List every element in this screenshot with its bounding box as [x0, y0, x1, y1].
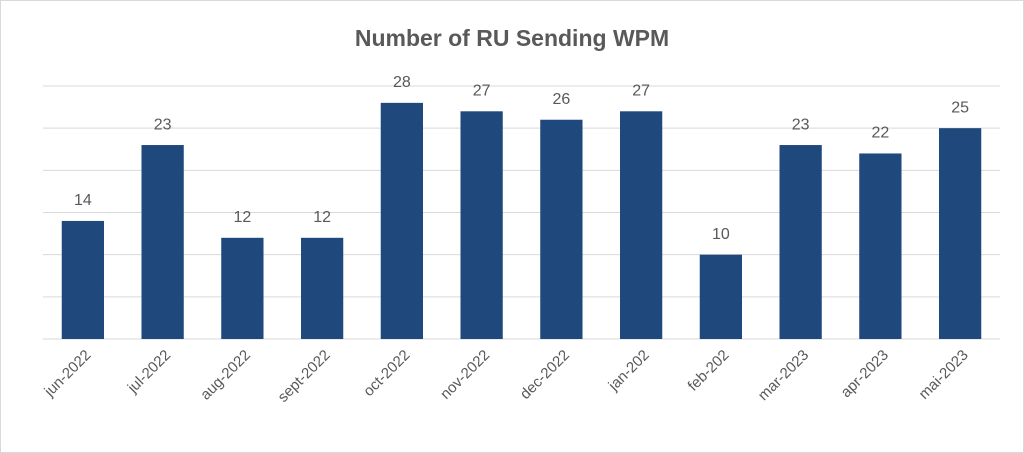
- value-label: 12: [313, 209, 331, 226]
- value-label: 25: [951, 99, 969, 116]
- value-label: 23: [792, 116, 810, 133]
- value-label: 14: [74, 192, 92, 209]
- value-label: 26: [552, 91, 570, 108]
- bar: [380, 102, 424, 339]
- value-label: 12: [233, 209, 251, 226]
- bar: [61, 220, 105, 339]
- value-label: 23: [154, 116, 172, 133]
- bar: [300, 237, 344, 339]
- bar: [221, 237, 264, 339]
- value-label: 28: [393, 74, 411, 91]
- bar: [619, 111, 663, 339]
- bar: [540, 119, 583, 339]
- value-label: 22: [871, 125, 889, 142]
- bar: [141, 145, 184, 339]
- bar: [859, 153, 902, 339]
- bar: [779, 145, 822, 339]
- value-label: 27: [473, 83, 491, 100]
- value-label: 27: [632, 83, 650, 100]
- bar: [699, 254, 743, 339]
- bar: [460, 111, 503, 339]
- bar: [938, 128, 982, 339]
- value-label: 10: [712, 226, 730, 243]
- chart-title: Number of RU Sending WPM: [355, 25, 669, 51]
